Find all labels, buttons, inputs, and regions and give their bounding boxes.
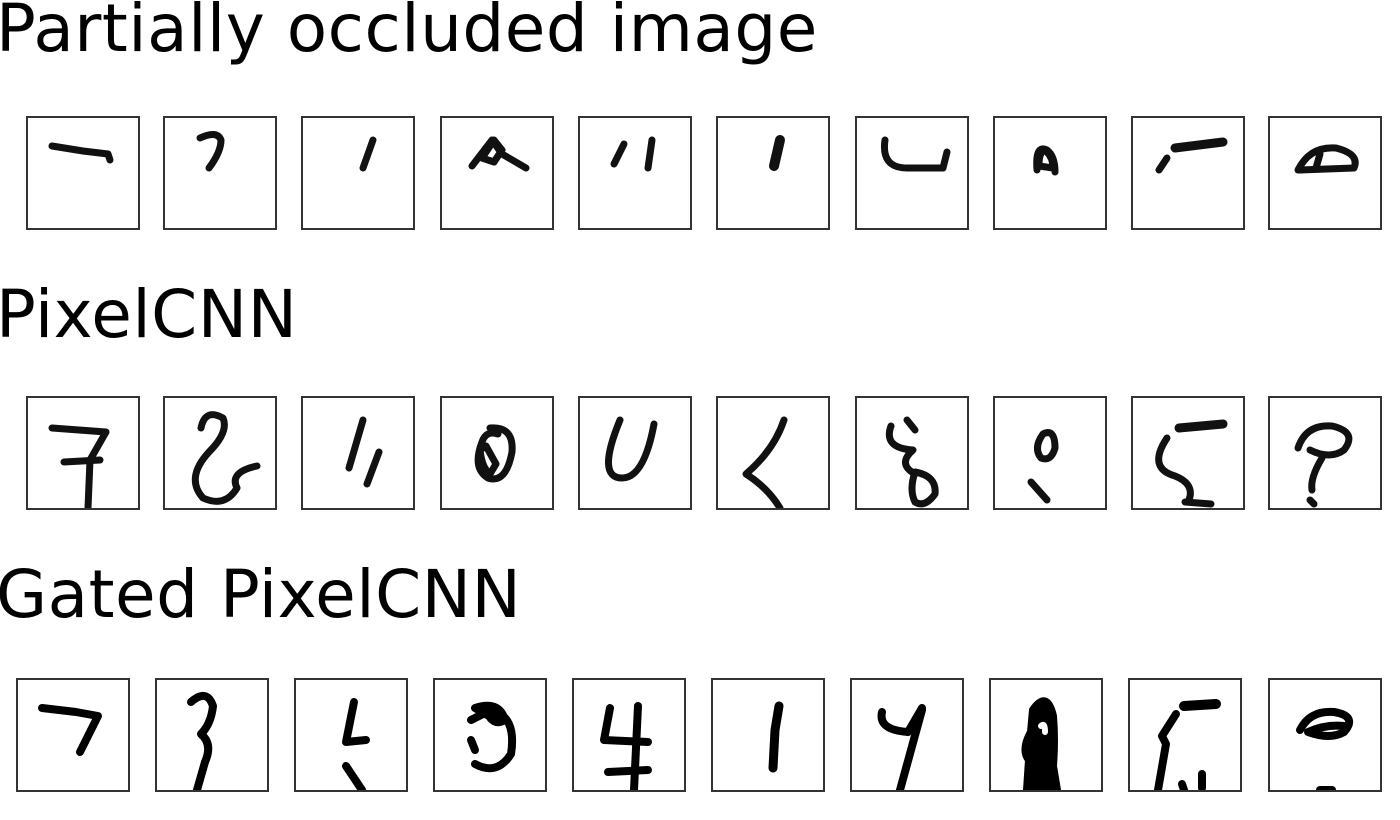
digit-tile <box>301 396 415 510</box>
digit-tile <box>1268 678 1382 792</box>
tile-row-gated <box>0 678 1400 798</box>
digit-tile <box>993 116 1107 230</box>
digit-tile <box>433 678 547 792</box>
tile-row-pixelcnn <box>0 396 1400 516</box>
digit-tile <box>989 678 1103 792</box>
digit-tile <box>301 116 415 230</box>
tile-row-occluded <box>0 116 1400 236</box>
digit-tile <box>1131 396 1245 510</box>
section-title-pixelcnn: PixelCNN <box>0 276 298 353</box>
digit-tile <box>578 396 692 510</box>
digit-tile <box>1268 116 1382 230</box>
digit-tile <box>855 396 969 510</box>
digit-tile <box>16 678 130 792</box>
digit-tile <box>26 396 140 510</box>
digit-tile <box>440 396 554 510</box>
digit-tile <box>855 116 969 230</box>
section-title-gated: Gated PixelCNN <box>0 556 522 633</box>
digit-tile <box>1268 396 1382 510</box>
digit-tile <box>850 678 964 792</box>
digit-tile <box>26 116 140 230</box>
digit-tile <box>1131 116 1245 230</box>
digit-tile <box>572 678 686 792</box>
digit-tile <box>163 116 277 230</box>
digit-tile <box>294 678 408 792</box>
digit-tile <box>1128 678 1242 792</box>
digit-tile <box>440 116 554 230</box>
digit-tile <box>993 396 1107 510</box>
section-title-occluded: Partially occluded image <box>0 0 818 67</box>
digit-tile <box>716 396 830 510</box>
digit-tile <box>163 396 277 510</box>
digit-tile <box>716 116 830 230</box>
digit-tile <box>155 678 269 792</box>
digit-tile <box>578 116 692 230</box>
digit-tile <box>711 678 825 792</box>
